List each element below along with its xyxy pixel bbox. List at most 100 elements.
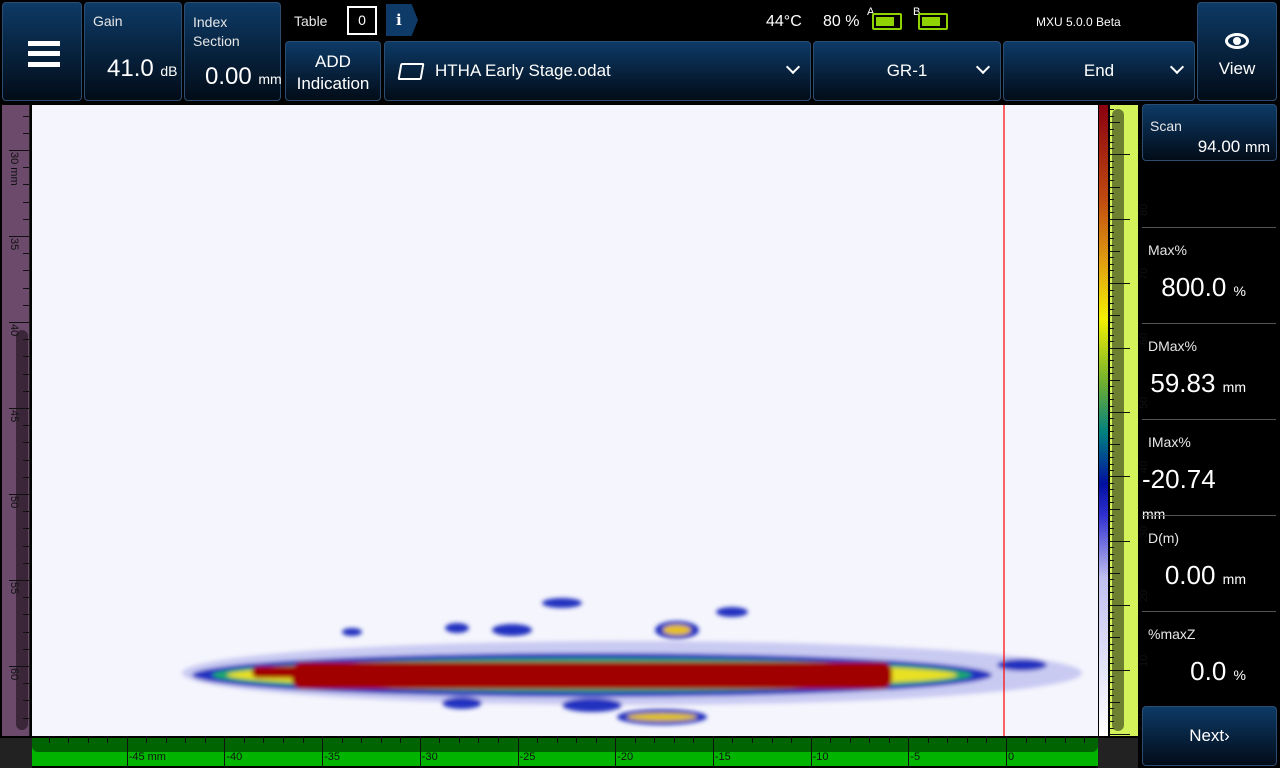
scan-value: 94.00 mm	[1197, 137, 1270, 156]
folder-open-icon	[397, 62, 425, 80]
reading-value: -20.74 mm	[1142, 464, 1216, 522]
reading-label: DMax%	[1148, 338, 1198, 354]
depth-ruler[interactable]: 30 mm 35 40 45 50 55 60	[2, 105, 30, 736]
depth-tick	[9, 580, 29, 581]
amplitude-tick	[1110, 109, 1114, 111]
amplitude-tick	[1110, 547, 1114, 549]
index-tick	[693, 738, 695, 743]
depth-tick-label: 45	[8, 410, 20, 423]
hamburger-icon	[28, 41, 60, 67]
reading-max: Max% 800.0 %	[1142, 227, 1276, 323]
index-tick	[263, 738, 265, 743]
amplitude-tick	[1110, 354, 1114, 356]
amplitude-tick	[1110, 386, 1114, 388]
amplitude-tick	[1110, 341, 1114, 343]
chevron-down-icon	[785, 59, 801, 75]
index-tick	[634, 738, 636, 743]
amplitude-tick	[1110, 579, 1114, 581]
index-tick	[849, 738, 851, 743]
index-tick	[165, 738, 167, 743]
index-tick-label: -40	[226, 751, 243, 763]
index-tick	[107, 738, 109, 743]
amplitude-tick	[1110, 115, 1114, 117]
amplitude-scrollbar[interactable]	[1112, 109, 1124, 731]
depth-tick	[23, 339, 29, 341]
index-ruler[interactable]: -45 mm -40 -35 -30 -25 -20 -15 -10 -5 0	[32, 738, 1098, 766]
depth-tick	[23, 253, 29, 255]
add-indication-line2: Indication	[296, 74, 370, 93]
battery-b-label: B	[913, 6, 921, 18]
index-tick	[576, 738, 578, 743]
menu-button[interactable]	[2, 2, 82, 101]
index-tick	[673, 738, 675, 743]
amplitude-tick	[1110, 399, 1114, 401]
index-tick	[478, 738, 480, 743]
eye-icon	[1225, 33, 1249, 49]
next-button[interactable]: Next›	[1142, 706, 1277, 766]
amplitude-tick	[1110, 334, 1114, 336]
depth-tick	[9, 150, 29, 151]
index-section-value: 0.00 mm	[205, 63, 282, 90]
amplitude-tick	[1110, 205, 1114, 207]
amplitude-tick	[1110, 128, 1114, 130]
amplitude-tick	[1110, 463, 1114, 465]
amplitude-tick	[1110, 502, 1114, 504]
amplitude-tick	[1110, 611, 1114, 613]
depth-tick	[23, 700, 29, 702]
depth-tick	[23, 631, 29, 633]
depth-tick-label: 60	[8, 668, 20, 681]
index-section-control[interactable]: Index Section 0.00 mm	[184, 2, 282, 101]
gain-control[interactable]: Gain 41.0 dB	[84, 2, 182, 101]
index-scrollbar[interactable]	[32, 738, 1098, 752]
group-dropdown[interactable]: GR-1	[813, 41, 1001, 101]
reading-value: 0.0 %	[1190, 656, 1246, 686]
depth-tick	[23, 184, 29, 186]
amplitude-tick	[1110, 308, 1114, 310]
index-tick	[771, 738, 773, 743]
amplitude-tick	[1110, 173, 1114, 175]
view-button[interactable]: View	[1197, 2, 1277, 101]
table-count[interactable]: 0	[347, 6, 377, 35]
index-tick	[908, 738, 910, 766]
amplitude-tick	[1110, 328, 1114, 330]
amplitude-tick	[1110, 618, 1114, 620]
amplitude-tick	[1110, 437, 1114, 439]
amplitude-tick	[1110, 263, 1114, 265]
index-tick	[68, 738, 70, 743]
amplitude-tick	[1110, 296, 1114, 298]
amplitude-tick	[1110, 431, 1114, 433]
index-tick	[966, 738, 968, 743]
scan-position-control[interactable]: Scan 94.00 mm	[1142, 104, 1277, 161]
file-dropdown[interactable]: HTHA Early Stage.odat	[384, 41, 811, 101]
amplitude-tick	[1110, 650, 1114, 652]
amplitude-tick	[1110, 244, 1114, 246]
index-tick	[458, 738, 460, 743]
index-tick	[146, 738, 148, 743]
amplitude-tick	[1110, 482, 1114, 484]
amplitude-tick	[1110, 270, 1114, 272]
depth-tick	[9, 408, 29, 409]
index-tick-label: -20	[617, 751, 634, 763]
amplitude-tick	[1110, 521, 1114, 523]
depth-tick	[9, 494, 29, 495]
amplitude-tick	[1110, 218, 1130, 220]
depth-tick	[23, 476, 29, 478]
index-tick	[751, 738, 753, 743]
index-tick	[204, 738, 206, 743]
amplitude-tick	[1110, 695, 1114, 697]
reading-value: 0.00 mm	[1164, 560, 1246, 590]
depth-tick	[23, 304, 29, 306]
amplitude-ruler[interactable]: 0 %102030405060708090	[1110, 105, 1150, 736]
info-icon[interactable]: i	[386, 4, 418, 36]
depth-scrollbar[interactable]	[16, 330, 28, 730]
cscan-image[interactable]	[32, 105, 1098, 736]
index-tick	[380, 738, 382, 743]
add-indication-button[interactable]: ADD Indication	[285, 41, 381, 101]
depth-tick	[23, 201, 29, 203]
view-label: View	[1218, 59, 1256, 78]
depth-tick	[23, 115, 29, 117]
index-tick	[283, 738, 285, 743]
index-tick	[712, 738, 714, 766]
end-dropdown[interactable]: End	[1003, 41, 1195, 101]
index-tick-label: -5	[910, 751, 921, 763]
